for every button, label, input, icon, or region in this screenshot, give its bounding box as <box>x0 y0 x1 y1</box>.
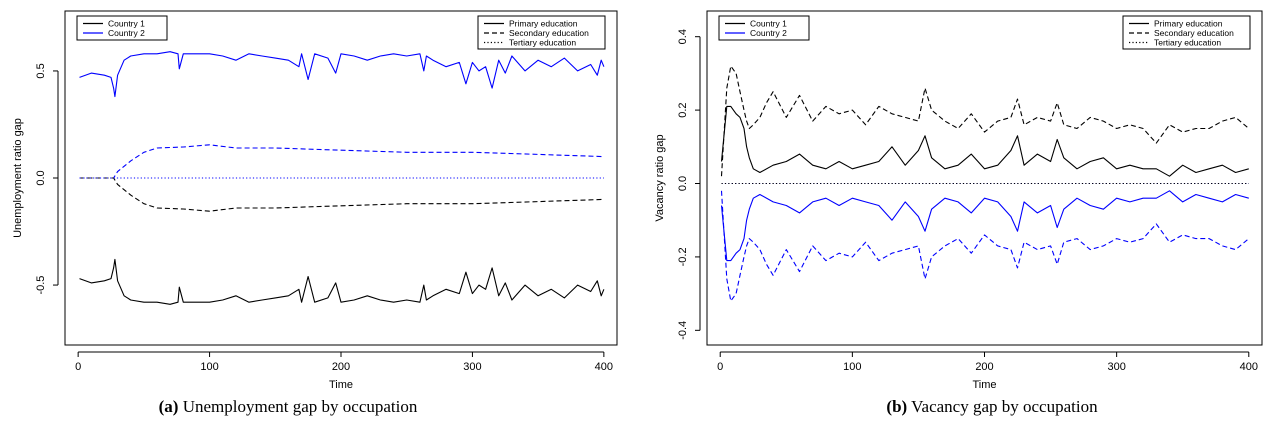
panel-a-legend-education-label-0: Primary education <box>509 19 578 29</box>
panel-b-legend-education-box <box>1122 15 1251 50</box>
panel-b-series-line-3 <box>720 190 1249 262</box>
panel-b-x-axis-label: Time <box>972 379 996 391</box>
panel-a-y-axis-label: Unemployment ratio gap <box>12 118 24 238</box>
figure: 0 100 200 300 400 Time -0.5 0.0 0.5 Unemployment … <box>12 10 1263 391</box>
panel-b-y-axis-label: Vacancy ratio gap <box>654 134 666 221</box>
panel-b: 0 100 200 300 400 Time -0.4 -0.2 0.0 0.2 0.4 Vacanc… <box>654 10 1263 391</box>
panel-a-series-line-1 <box>79 258 605 305</box>
panel-b-legend-education-label-2: Tertiary education <box>1154 38 1221 48</box>
panel-b-legend-education-label-0: Primary education <box>1154 19 1223 29</box>
panel-a-series-line-3 <box>79 177 604 212</box>
panel-b-x-tick-label-4: 400 <box>1240 361 1258 373</box>
caption-a: (a) Unemployment gap by occupation <box>88 397 488 417</box>
panel-b-series-line-0 <box>720 65 1250 177</box>
panel-a-plot-frame <box>64 10 618 346</box>
panel-a-legend-education-label-1: Secondary education <box>509 28 589 38</box>
caption-b-tag: (b) <box>886 397 908 416</box>
panel-b-y-tick-label-3: 0.2 <box>677 102 689 117</box>
panel-b-legend-countries-box <box>718 15 810 41</box>
panel-a-x-tick-label-4: 400 <box>595 361 613 373</box>
panel-b-series-line-4 <box>720 190 1250 302</box>
panel-b-plot-frame <box>706 10 1263 346</box>
panel-a-x-tick-label-3: 300 <box>463 361 481 373</box>
panel-a-y-tick-label-1: 0.0 <box>35 170 47 185</box>
panel-a-legend-country-label-1: Country 2 <box>108 28 145 38</box>
caption-b-text: Vacancy gap by occupation <box>911 397 1098 416</box>
panel-b-y-tick-label-2: 0.0 <box>677 176 689 191</box>
panel-a-y-tick-label-0: -0.5 <box>35 276 47 295</box>
panel-a: 0 100 200 300 400 Time -0.5 0.0 0.5 Unemployment … <box>12 10 618 391</box>
caption-b: (b) Vacancy gap by occupation <box>792 397 1192 417</box>
panel-b-x-tick-label-0: 0 <box>717 361 723 373</box>
panel-b-legend-country-label-1: Country 2 <box>750 28 787 38</box>
panel-a-y-tick-label-2: 0.5 <box>35 63 47 78</box>
panel-a-legend-education-label-2: Tertiary education <box>509 38 576 48</box>
panel-a-x-tick-label-1: 100 <box>200 361 218 373</box>
panel-a-series-line-2 <box>79 144 604 179</box>
caption-a-text: Unemployment gap by occupation <box>182 397 418 416</box>
panel-b-legend-country-label-0: Country 1 <box>750 19 787 29</box>
panel-a-legend-country-label-0: Country 1 <box>108 19 145 29</box>
panel-a-legend-countries-box <box>76 15 168 41</box>
panel-b-series-line-1 <box>720 105 1249 177</box>
panel-b-y-tick-label-4: 0.4 <box>677 29 689 44</box>
panel-a-x-axis-label: Time <box>329 379 353 391</box>
panel-b-x-tick-label-1: 100 <box>843 361 861 373</box>
panel-b-x-tick-label-3: 300 <box>1107 361 1125 373</box>
panel-a-series-line-0 <box>79 51 605 98</box>
panel-b-y-tick-label-0: -0.4 <box>677 321 689 340</box>
panel-b-y-tick-label-1: -0.2 <box>677 247 689 266</box>
panel-a-legend-education-box <box>477 15 606 50</box>
panel-b-x-tick-label-2: 200 <box>975 361 993 373</box>
caption-a-tag: (a) <box>158 397 179 416</box>
panel-b-legend-education-label-1: Secondary education <box>1154 28 1234 38</box>
panel-a-x-tick-label-0: 0 <box>75 361 81 373</box>
panel-a-x-tick-label-2: 200 <box>332 361 350 373</box>
